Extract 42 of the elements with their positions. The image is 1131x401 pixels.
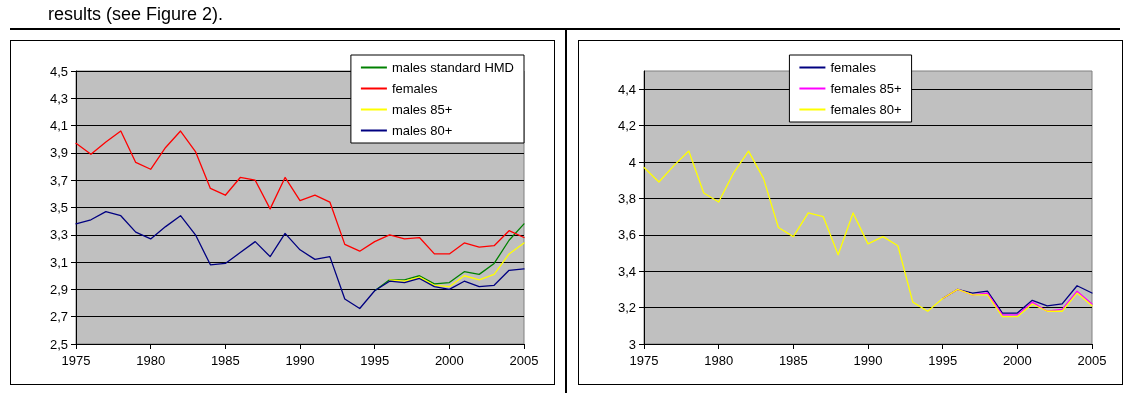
y-tick-label: 4 bbox=[628, 154, 636, 170]
legend-label: females 80+ bbox=[830, 102, 902, 117]
y-tick-label: 2,5 bbox=[49, 336, 68, 352]
legend-label: females bbox=[830, 60, 877, 75]
y-tick-label: 4,4 bbox=[617, 81, 636, 97]
y-tick-label: 4,5 bbox=[49, 63, 68, 79]
x-tick-label: 1980 bbox=[136, 353, 166, 368]
y-tick-label: 3,9 bbox=[49, 145, 68, 161]
x-tick-label: 2005 bbox=[1077, 353, 1107, 368]
y-tick-label: 3,4 bbox=[617, 263, 636, 279]
y-tick-label: 3,5 bbox=[49, 200, 68, 215]
y-tick-label: 3,8 bbox=[617, 190, 636, 206]
y-tick-label: 2,7 bbox=[49, 309, 68, 325]
y-tick-label: 2,9 bbox=[49, 281, 68, 297]
x-tick-label: 1975 bbox=[629, 353, 659, 368]
legend-label: females 85+ bbox=[830, 81, 902, 96]
text: results (see Figure 2). bbox=[48, 4, 224, 24]
y-tick-label: 4,1 bbox=[49, 118, 68, 134]
x-tick-label: 2005 bbox=[509, 353, 539, 368]
x-tick-label: 1990 bbox=[853, 353, 883, 368]
x-tick-label: 1980 bbox=[704, 353, 734, 368]
legend-label: males standard HMD bbox=[391, 60, 515, 75]
y-tick-label: 3,1 bbox=[49, 254, 68, 270]
y-tick-label: 3,2 bbox=[617, 300, 636, 316]
y-tick-label: 4,3 bbox=[49, 90, 68, 106]
legend-label: males 80+ bbox=[391, 123, 453, 138]
x-tick-label: 1990 bbox=[285, 353, 315, 368]
line-series bbox=[388, 242, 525, 288]
x-tick-label: 1985 bbox=[210, 353, 240, 368]
x-tick-label: 1995 bbox=[360, 353, 390, 368]
legend-label: females bbox=[391, 81, 438, 96]
x-tick-label: 1985 bbox=[778, 353, 808, 368]
y-tick-label: 3,7 bbox=[49, 172, 68, 188]
y-tick-label: 3,3 bbox=[49, 227, 68, 243]
x-tick-label: 2000 bbox=[434, 353, 464, 368]
y-tick-label: 4,2 bbox=[617, 118, 636, 134]
x-tick-label: 1995 bbox=[928, 353, 958, 368]
y-tick-label: 3 bbox=[628, 336, 636, 352]
x-tick-label: 2000 bbox=[1002, 353, 1032, 368]
x-tick-label: 1975 bbox=[61, 353, 91, 368]
legend-label: males 85+ bbox=[391, 102, 453, 117]
y-tick-label: 3,6 bbox=[617, 227, 636, 243]
